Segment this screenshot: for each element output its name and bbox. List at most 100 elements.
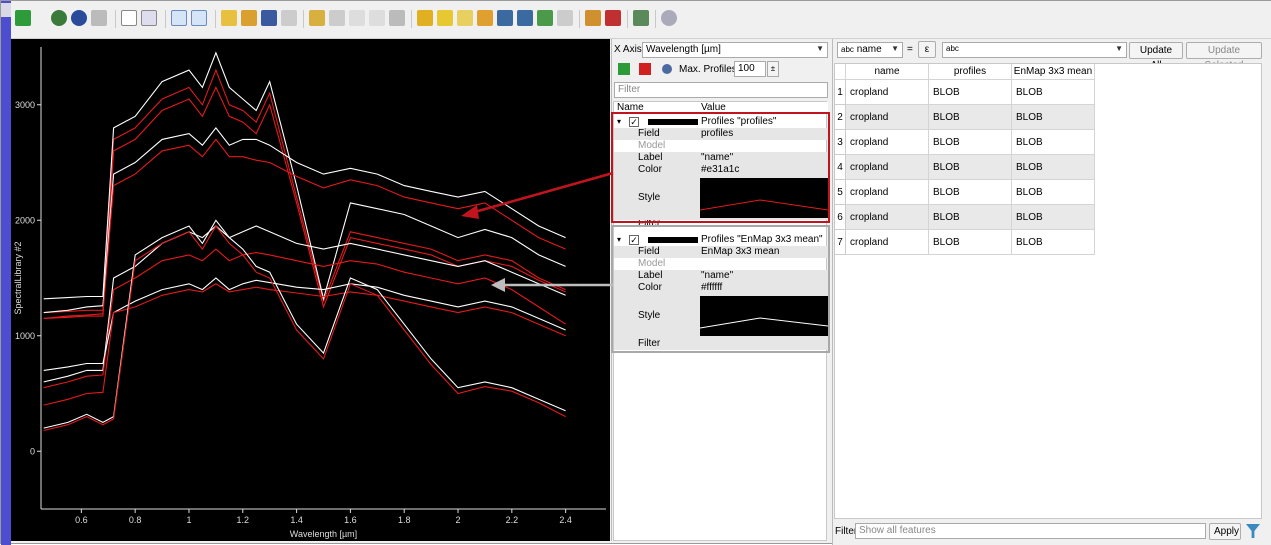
table-cell-enmap[interactable]: BLOB	[1012, 130, 1095, 155]
edit-pencil-icon[interactable]	[221, 10, 237, 26]
expression-select-icon[interactable]	[417, 10, 433, 26]
profile1-label[interactable]: Label "name"	[614, 152, 828, 164]
form-view-icon[interactable]	[171, 10, 187, 26]
profile2-color[interactable]: Color #ffffff	[614, 282, 828, 294]
delete-field-icon[interactable]	[605, 10, 621, 26]
field-combo[interactable]: abc name ▼	[837, 42, 903, 58]
filter-input[interactable]: Filter	[614, 82, 828, 98]
actions-icon[interactable]	[661, 10, 677, 26]
table-view-icon[interactable]	[191, 10, 207, 26]
expression-input[interactable]: abc ▼	[942, 42, 1127, 58]
select-all-icon[interactable]	[437, 10, 453, 26]
style-preview-red[interactable]	[699, 178, 829, 218]
table-cell-profiles[interactable]: BLOB	[929, 155, 1012, 180]
calculator-icon[interactable]	[633, 10, 649, 26]
database-add-icon[interactable]	[51, 10, 67, 26]
profile2-filter[interactable]: Filter	[614, 338, 828, 350]
table-cell-name[interactable]: cropland	[846, 80, 929, 105]
corner-header[interactable]	[835, 64, 846, 80]
profile-tree[interactable]: Name Value ▾ ✓ Profiles "profiles" Field…	[613, 101, 829, 541]
max-profiles-input[interactable]: 100	[734, 61, 766, 77]
apply-button[interactable]: Apply	[1209, 523, 1241, 540]
table-cell-name[interactable]: cropland	[846, 105, 929, 130]
copy-icon[interactable]	[369, 10, 385, 26]
checkbox-icon[interactable]: ✓	[629, 117, 639, 127]
profile2-model[interactable]: Model	[614, 258, 828, 270]
table-cell-enmap[interactable]: BLOB	[1012, 155, 1095, 180]
table-cell-profiles[interactable]: BLOB	[929, 230, 1012, 255]
move-top-icon[interactable]	[497, 10, 513, 26]
table-cell-profiles[interactable]: BLOB	[929, 80, 1012, 105]
invert-selection-icon[interactable]	[457, 10, 473, 26]
update-selected-button[interactable]: Update Selected	[1186, 42, 1262, 71]
row-number[interactable]: 6	[835, 205, 846, 230]
cut-icon[interactable]	[349, 10, 365, 26]
visibility-icon[interactable]	[662, 64, 672, 74]
row-number[interactable]: 3	[835, 130, 846, 155]
profile2-label[interactable]: Label "name"	[614, 270, 828, 282]
profile2-field[interactable]: Field EnMap 3x3 mean	[614, 246, 828, 258]
expression-button[interactable]: ε	[918, 41, 936, 58]
table-cell-name[interactable]: cropland	[846, 180, 929, 205]
row-number[interactable]: 1	[835, 80, 846, 105]
feature-filter-input[interactable]: Show all features	[855, 523, 1206, 539]
deselect-icon[interactable]	[477, 10, 493, 26]
new-field-icon[interactable]	[585, 10, 601, 26]
table-cell-enmap[interactable]: BLOB	[1012, 105, 1095, 130]
add-feature-icon[interactable]	[309, 10, 325, 26]
col-header-profiles[interactable]: profiles	[929, 64, 1012, 80]
remove-profile-icon[interactable]	[639, 63, 651, 75]
save-icon[interactable]	[261, 10, 277, 26]
profile1-style[interactable]: Style	[614, 176, 829, 220]
table-cell-name[interactable]: cropland	[846, 155, 929, 180]
database-import-icon[interactable]	[71, 10, 87, 26]
profile-tool-icon[interactable]	[91, 10, 107, 26]
pan-icon[interactable]	[537, 10, 553, 26]
row-number[interactable]: 2	[835, 105, 846, 130]
filter-icon[interactable]	[517, 10, 533, 26]
profile1-color[interactable]: Color #e31a1c	[614, 164, 828, 176]
row-number[interactable]: 7	[835, 230, 846, 255]
spectral-plot[interactable]: 0.6 0.8 1 1.2 1.4 1.6 1.8 2 2.2 2.4 0 1000 2000 3000 W…	[11, 39, 610, 541]
dock-tab-icon[interactable]	[1, 3, 11, 17]
table-cell-profiles[interactable]: BLOB	[929, 180, 1012, 205]
collapse-icon[interactable]: ▾	[617, 235, 622, 244]
table-cell-profiles[interactable]: BLOB	[929, 105, 1012, 130]
table-cell-enmap[interactable]: BLOB	[1012, 80, 1095, 105]
col-header-enmap[interactable]: EnMap 3x3 mean	[1012, 64, 1095, 80]
table-cell-name[interactable]: cropland	[846, 205, 929, 230]
paste-icon[interactable]	[389, 10, 405, 26]
profile1-model[interactable]: Model	[614, 140, 828, 152]
filter-funnel-icon[interactable]	[1246, 524, 1260, 538]
profile1-row[interactable]: ▾ ✓ Profiles "profiles"	[614, 116, 828, 128]
profile2-style[interactable]: Style	[614, 294, 829, 338]
add-profile-icon[interactable]	[618, 63, 630, 75]
table-cell-enmap[interactable]: BLOB	[1012, 205, 1095, 230]
row-number[interactable]: 5	[835, 180, 846, 205]
table-cell-profiles[interactable]: BLOB	[929, 205, 1012, 230]
spectral-plot-icon[interactable]	[121, 10, 137, 26]
reload-icon[interactable]	[281, 10, 297, 26]
collapse-icon[interactable]: ▾	[617, 117, 622, 126]
profile2-row[interactable]: ▾ ✓ Profiles "EnMap 3x3 mean"	[614, 234, 828, 246]
table-cell-profiles[interactable]: BLOB	[929, 130, 1012, 155]
zoom-icon[interactable]	[557, 10, 573, 26]
table-cell-name[interactable]: cropland	[846, 130, 929, 155]
xaxis-combo[interactable]: Wavelength [µm] ▼	[642, 42, 828, 58]
row-number[interactable]: 4	[835, 155, 846, 180]
attribute-icon[interactable]	[141, 10, 157, 26]
profile1-field[interactable]: Field profiles	[614, 128, 828, 140]
update-all-button[interactable]: Update All	[1129, 42, 1183, 71]
attribute-table[interactable]: name profiles EnMap 3x3 mean 1 cropland BL…	[834, 63, 1262, 519]
table-cell-name[interactable]: cropland	[846, 230, 929, 255]
table-cell-enmap[interactable]: BLOB	[1012, 180, 1095, 205]
checkbox-icon[interactable]: ✓	[629, 235, 639, 245]
col-header-name[interactable]: name	[846, 64, 929, 80]
edit-multi-icon[interactable]	[241, 10, 257, 26]
table-cell-enmap[interactable]: BLOB	[1012, 230, 1095, 255]
profile1-filter[interactable]: Filter	[614, 220, 828, 228]
spin-arrows[interactable]: ±	[767, 61, 779, 77]
delete-icon[interactable]	[329, 10, 345, 26]
add-icon[interactable]	[15, 10, 31, 26]
style-preview-white[interactable]	[699, 296, 829, 336]
